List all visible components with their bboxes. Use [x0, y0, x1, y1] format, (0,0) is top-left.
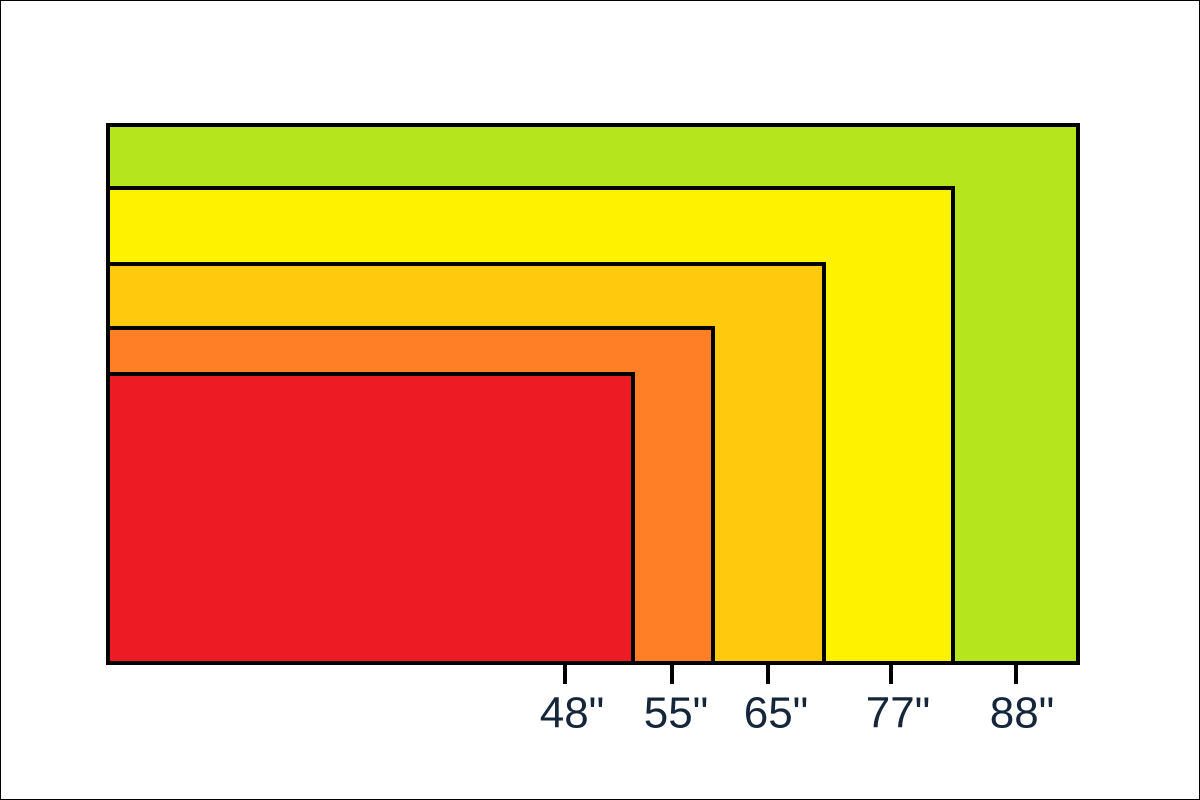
size-label: 55"	[644, 689, 709, 738]
screen-48	[106, 372, 635, 665]
size-label: 65"	[744, 689, 809, 738]
size-label: 88"	[990, 689, 1055, 738]
size-label: 77"	[866, 689, 931, 738]
size-label: 48"	[540, 689, 605, 738]
